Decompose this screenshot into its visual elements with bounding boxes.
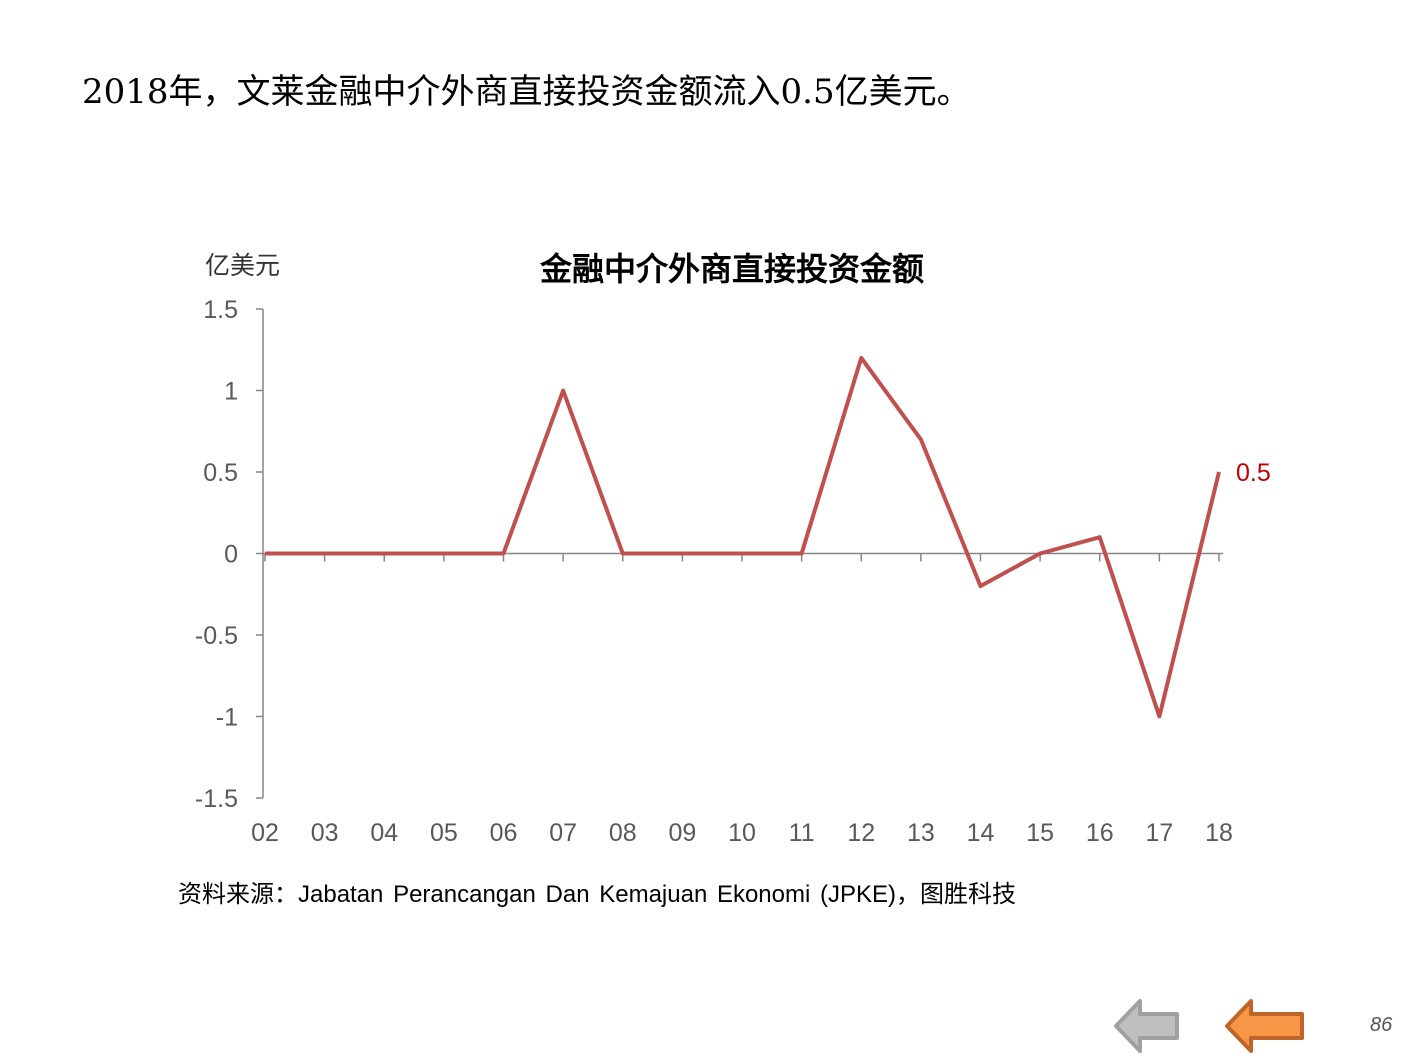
x-tick-label: 15: [1026, 819, 1054, 847]
y-tick-label: -1: [216, 704, 238, 732]
y-tick-label: 0.5: [203, 459, 238, 487]
x-tick-label: 03: [311, 819, 339, 847]
data-label: 0.5: [1236, 459, 1271, 487]
next-arrow-icon[interactable]: [1224, 996, 1306, 1056]
source-note: 资料来源：Jabatan Perancangan Dan Kemajuan Ek…: [178, 881, 1017, 908]
x-tick-label: 07: [549, 819, 577, 847]
series-line: [265, 355, 1221, 719]
x-tick-label: 16: [1086, 819, 1114, 847]
chart-title: 金融中介外商直接投资金额: [540, 250, 925, 288]
x-tick-label: 08: [609, 819, 637, 847]
x-tick-label: 11: [789, 819, 815, 847]
x-tick-label: 17: [1145, 819, 1173, 847]
x-tick-label: 09: [668, 819, 696, 847]
x-tick-label: 05: [430, 819, 458, 847]
y-tick-label: 1.5: [203, 296, 238, 324]
page-number: 86: [1370, 1014, 1393, 1036]
x-tick-label: 04: [370, 819, 398, 847]
y-axis-unit: 亿美元: [205, 252, 281, 280]
x-tick-label: 12: [847, 819, 875, 847]
x-tick-label: 18: [1205, 819, 1233, 847]
y-tick-label: -1.5: [195, 785, 238, 813]
x-tick-label: 13: [907, 819, 935, 847]
headline: 2018年，文莱金融中介外商直接投资金额流入0.5亿美元。: [82, 72, 971, 112]
x-tick-label: 14: [967, 819, 995, 847]
x-tick-label: 06: [490, 819, 518, 847]
y-tick-label: 1: [224, 378, 238, 406]
y-tick-label: -0.5: [195, 622, 238, 650]
x-tick-label: 10: [728, 819, 756, 847]
x-tick-label: 02: [251, 819, 279, 847]
prev-arrow-icon[interactable]: [1113, 996, 1181, 1056]
y-tick-label: 0: [224, 541, 238, 569]
